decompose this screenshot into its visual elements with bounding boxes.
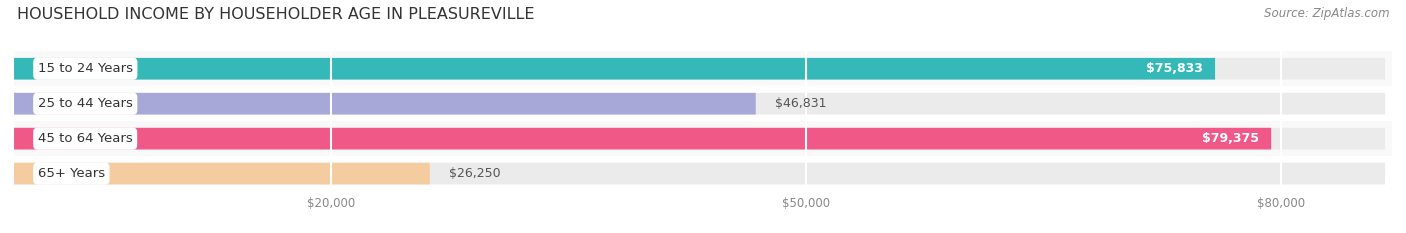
Text: $75,833: $75,833 [1146, 62, 1202, 75]
FancyBboxPatch shape [14, 58, 1385, 80]
Text: $46,831: $46,831 [775, 97, 827, 110]
Text: HOUSEHOLD INCOME BY HOUSEHOLDER AGE IN PLEASUREVILLE: HOUSEHOLD INCOME BY HOUSEHOLDER AGE IN P… [17, 7, 534, 22]
FancyBboxPatch shape [14, 93, 1385, 115]
FancyBboxPatch shape [14, 128, 1271, 150]
FancyBboxPatch shape [14, 163, 430, 185]
FancyBboxPatch shape [14, 163, 1385, 185]
Text: 25 to 44 Years: 25 to 44 Years [38, 97, 132, 110]
Text: Source: ZipAtlas.com: Source: ZipAtlas.com [1264, 7, 1389, 20]
FancyBboxPatch shape [14, 93, 756, 115]
Text: $26,250: $26,250 [449, 167, 501, 180]
Text: 15 to 24 Years: 15 to 24 Years [38, 62, 132, 75]
Text: 45 to 64 Years: 45 to 64 Years [38, 132, 132, 145]
Bar [14, 121, 1392, 156]
Bar [14, 86, 1392, 121]
Bar [14, 156, 1392, 191]
Text: 65+ Years: 65+ Years [38, 167, 105, 180]
FancyBboxPatch shape [14, 58, 1215, 80]
FancyBboxPatch shape [14, 128, 1385, 150]
Bar [14, 51, 1392, 86]
Text: $79,375: $79,375 [1202, 132, 1258, 145]
